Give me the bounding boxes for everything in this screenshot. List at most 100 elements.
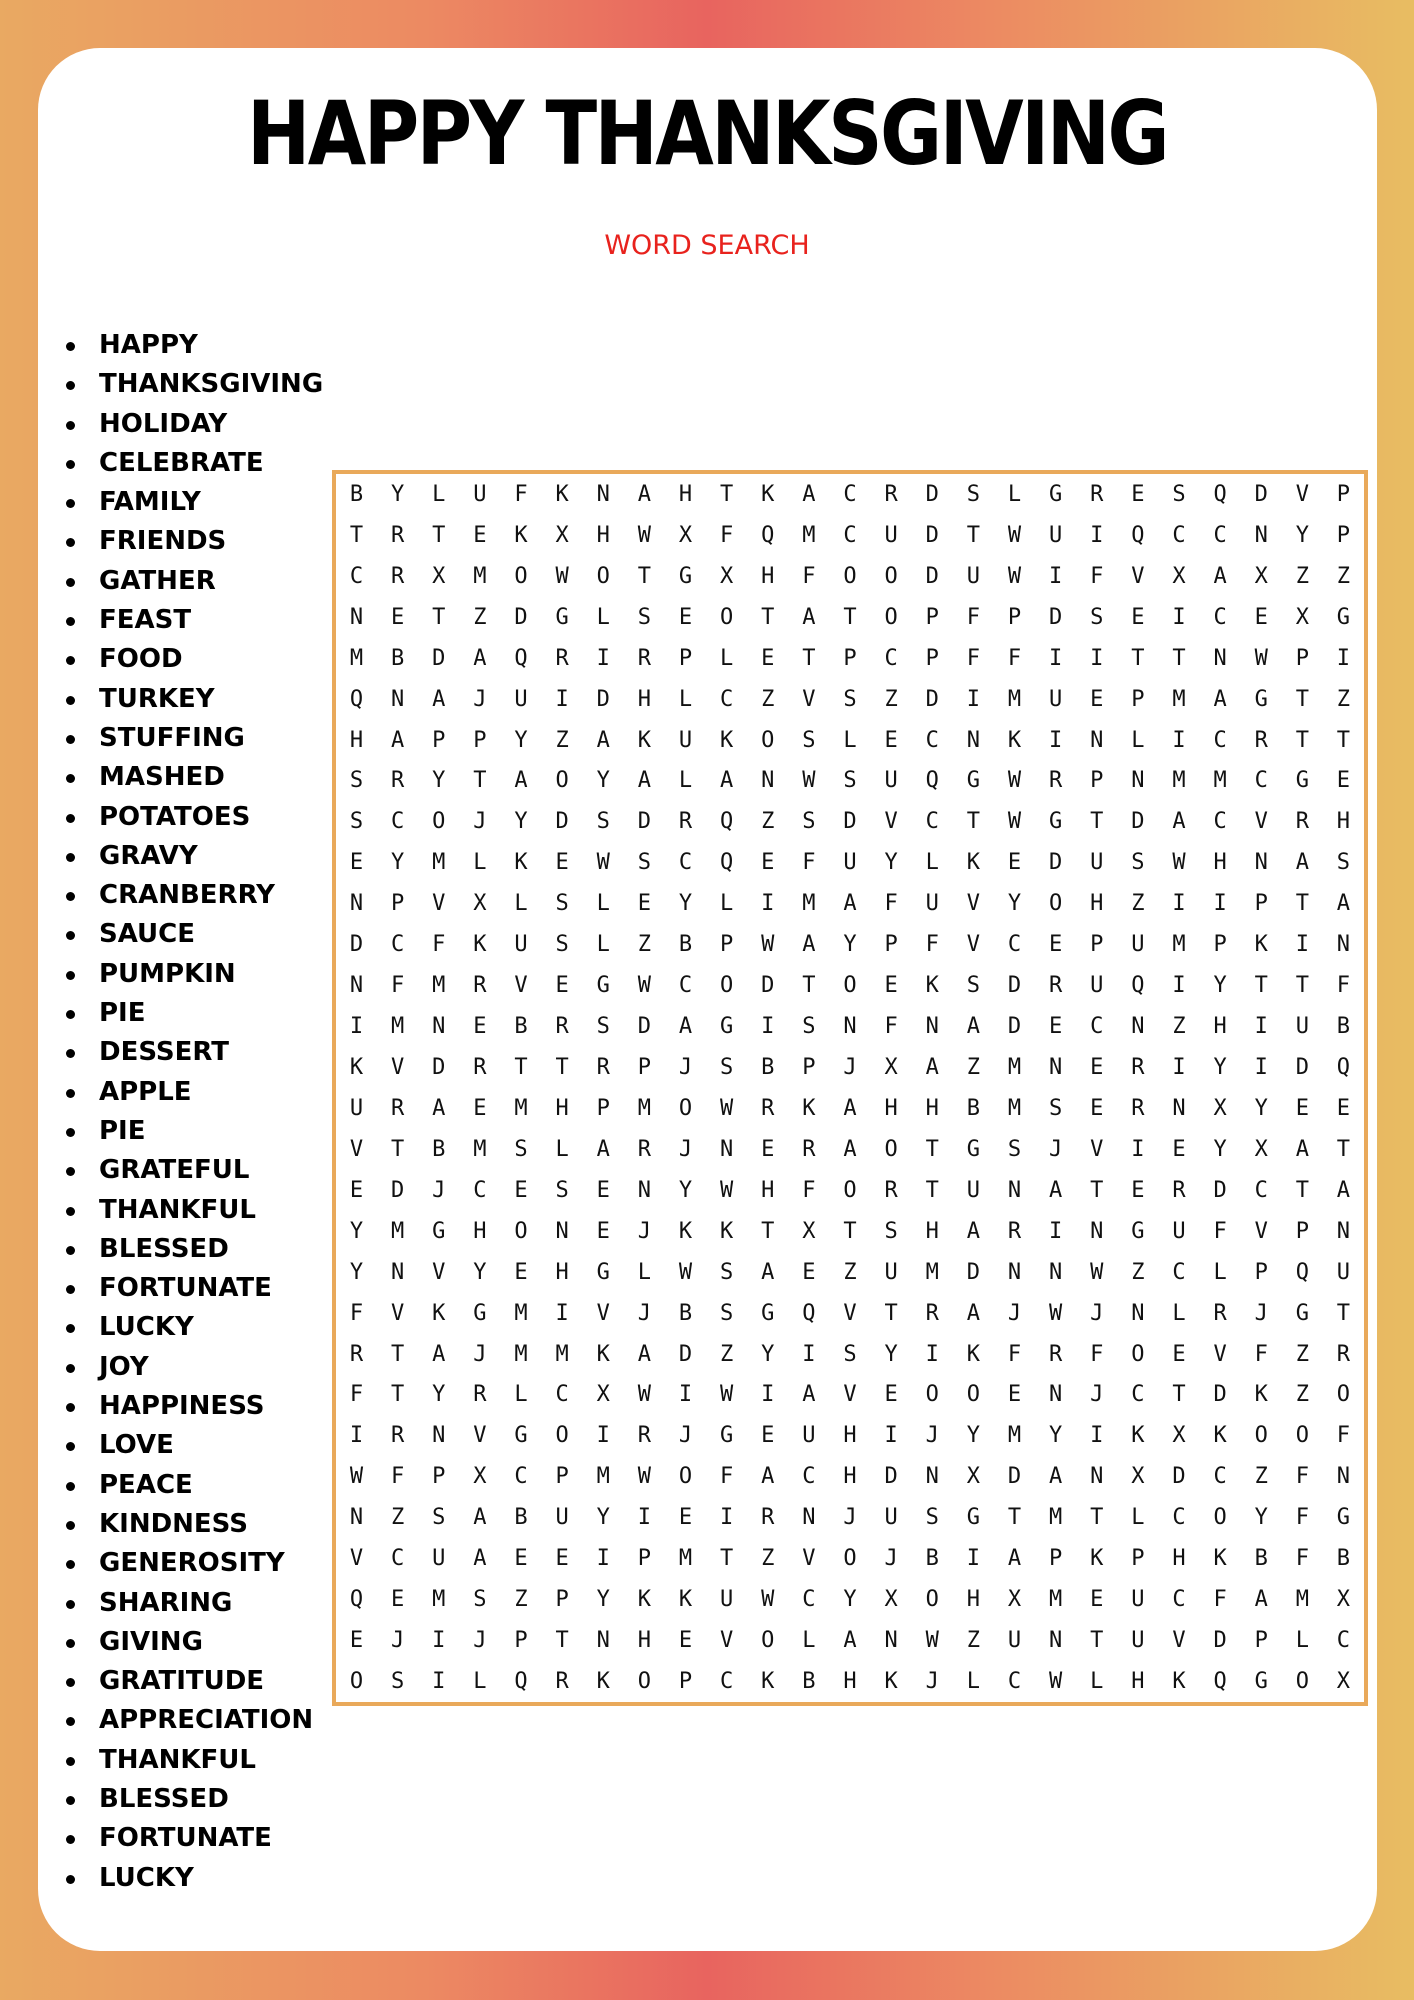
grid-cell[interactable]: C [1172,1259,1186,1285]
grid-cell[interactable]: L [678,768,693,794]
grid-cell[interactable]: D [1048,850,1063,876]
grid-cell[interactable]: D [678,1341,693,1367]
grid-cell[interactable]: R [637,1136,652,1162]
grid-cell[interactable]: O [843,1177,857,1203]
grid-cell[interactable]: D [637,809,652,835]
grid-cell[interactable]: W [1172,850,1186,876]
grid-cell[interactable]: X [720,563,734,589]
grid-cell[interactable]: Q [1131,973,1145,999]
grid-cell[interactable]: Z [843,1259,857,1285]
grid-cell[interactable]: N [1131,1014,1145,1040]
grid-cell[interactable]: U [473,481,487,507]
grid-cell[interactable]: E [473,1095,487,1121]
grid-cell[interactable]: G [678,563,693,589]
grid-cell[interactable]: Z [555,727,569,753]
grid-cell[interactable]: H [678,481,693,507]
grid-cell[interactable]: C [1213,604,1227,630]
grid-cell[interactable]: C [1254,1177,1268,1203]
grid-cell[interactable]: G [1048,809,1063,835]
grid-cell[interactable]: S [1090,604,1104,630]
grid-cell[interactable]: S [1336,850,1351,876]
grid-cell[interactable]: U [1131,1587,1145,1613]
grid-cell[interactable]: E [678,1505,693,1531]
grid-cell[interactable]: T [720,1546,734,1572]
grid-cell[interactable]: L [802,1628,816,1654]
grid-cell[interactable]: L [432,481,446,507]
grid-cell[interactable]: T [925,1177,939,1203]
grid-cell[interactable]: G [1254,686,1268,712]
grid-cell[interactable]: W [349,1464,364,1490]
grid-cell[interactable]: E [473,522,487,548]
grid-cell[interactable]: S [966,481,980,507]
grid-cell[interactable]: D [637,1014,652,1040]
grid-cell[interactable]: X [1254,1136,1268,1162]
grid-cell[interactable]: H [843,1464,857,1490]
grid-cell[interactable]: D [925,522,939,548]
grid-cell[interactable]: K [473,932,487,958]
grid-cell[interactable]: A [596,1136,610,1162]
grid-cell[interactable]: C [1172,1587,1186,1613]
grid-cell[interactable]: Y [514,809,528,835]
grid-cell[interactable]: R [1048,768,1063,794]
grid-cell[interactable]: L [596,932,610,958]
grid-cell[interactable]: E [1172,1136,1186,1162]
grid-cell[interactable]: I [761,1014,775,1040]
grid-cell[interactable]: U [1090,973,1104,999]
grid-cell[interactable]: A [761,1259,775,1285]
grid-cell[interactable]: M [1007,1055,1022,1081]
grid-cell[interactable]: M [1007,1095,1022,1121]
grid-cell[interactable]: R [637,645,652,671]
grid-cell[interactable]: V [349,1546,364,1572]
grid-cell[interactable]: Z [391,1505,405,1531]
grid-cell[interactable]: C [391,809,405,835]
grid-cell[interactable]: E [349,1177,364,1203]
grid-cell[interactable]: G [1048,481,1063,507]
grid-cell[interactable]: V [720,1628,734,1654]
grid-cell[interactable]: M [473,563,487,589]
grid-cell[interactable]: I [1048,563,1063,589]
grid-cell[interactable]: K [555,481,569,507]
grid-cell[interactable]: C [843,481,857,507]
grid-cell[interactable]: U [720,1587,734,1613]
grid-cell[interactable]: E [391,604,405,630]
grid-cell[interactable]: K [884,1669,898,1695]
grid-cell[interactable]: U [1131,932,1145,958]
grid-cell[interactable]: O [555,1423,569,1449]
grid-cell[interactable]: R [1048,1341,1063,1367]
grid-cell[interactable]: M [1172,686,1186,712]
grid-cell[interactable]: X [884,1587,898,1613]
grid-cell[interactable]: Y [596,768,610,794]
grid-cell[interactable]: D [555,809,569,835]
grid-cell[interactable]: S [843,1341,857,1367]
grid-cell[interactable]: D [1131,809,1145,835]
grid-cell[interactable]: F [720,522,734,548]
grid-cell[interactable]: B [925,1546,939,1572]
grid-cell[interactable]: G [1336,1505,1351,1531]
grid-cell[interactable]: J [391,1628,405,1654]
grid-cell[interactable]: J [678,1055,693,1081]
grid-cell[interactable]: C [1007,932,1022,958]
grid-cell[interactable]: H [349,727,364,753]
grid-cell[interactable]: R [473,1055,487,1081]
grid-cell[interactable]: N [1336,1464,1351,1490]
grid-cell[interactable]: R [637,1423,652,1449]
grid-cell[interactable]: D [966,1259,980,1285]
grid-cell[interactable]: G [596,973,610,999]
grid-cell[interactable]: W [1007,768,1022,794]
grid-cell[interactable]: V [473,1423,487,1449]
grid-cell[interactable]: Z [514,1587,528,1613]
grid-cell[interactable]: I [596,1423,610,1449]
grid-cell[interactable]: H [966,1587,980,1613]
grid-cell[interactable]: Q [1131,522,1145,548]
grid-cell[interactable]: J [473,1628,487,1654]
grid-cell[interactable]: T [391,1136,405,1162]
grid-cell[interactable]: H [1213,1014,1227,1040]
grid-cell[interactable]: R [761,1505,775,1531]
grid-cell[interactable]: E [596,1177,610,1203]
grid-cell[interactable]: W [720,1177,734,1203]
grid-cell[interactable]: A [432,686,446,712]
grid-cell[interactable]: Z [761,1546,775,1572]
grid-cell[interactable]: F [802,563,816,589]
grid-cell[interactable]: A [1213,563,1227,589]
grid-cell[interactable]: I [1172,973,1186,999]
